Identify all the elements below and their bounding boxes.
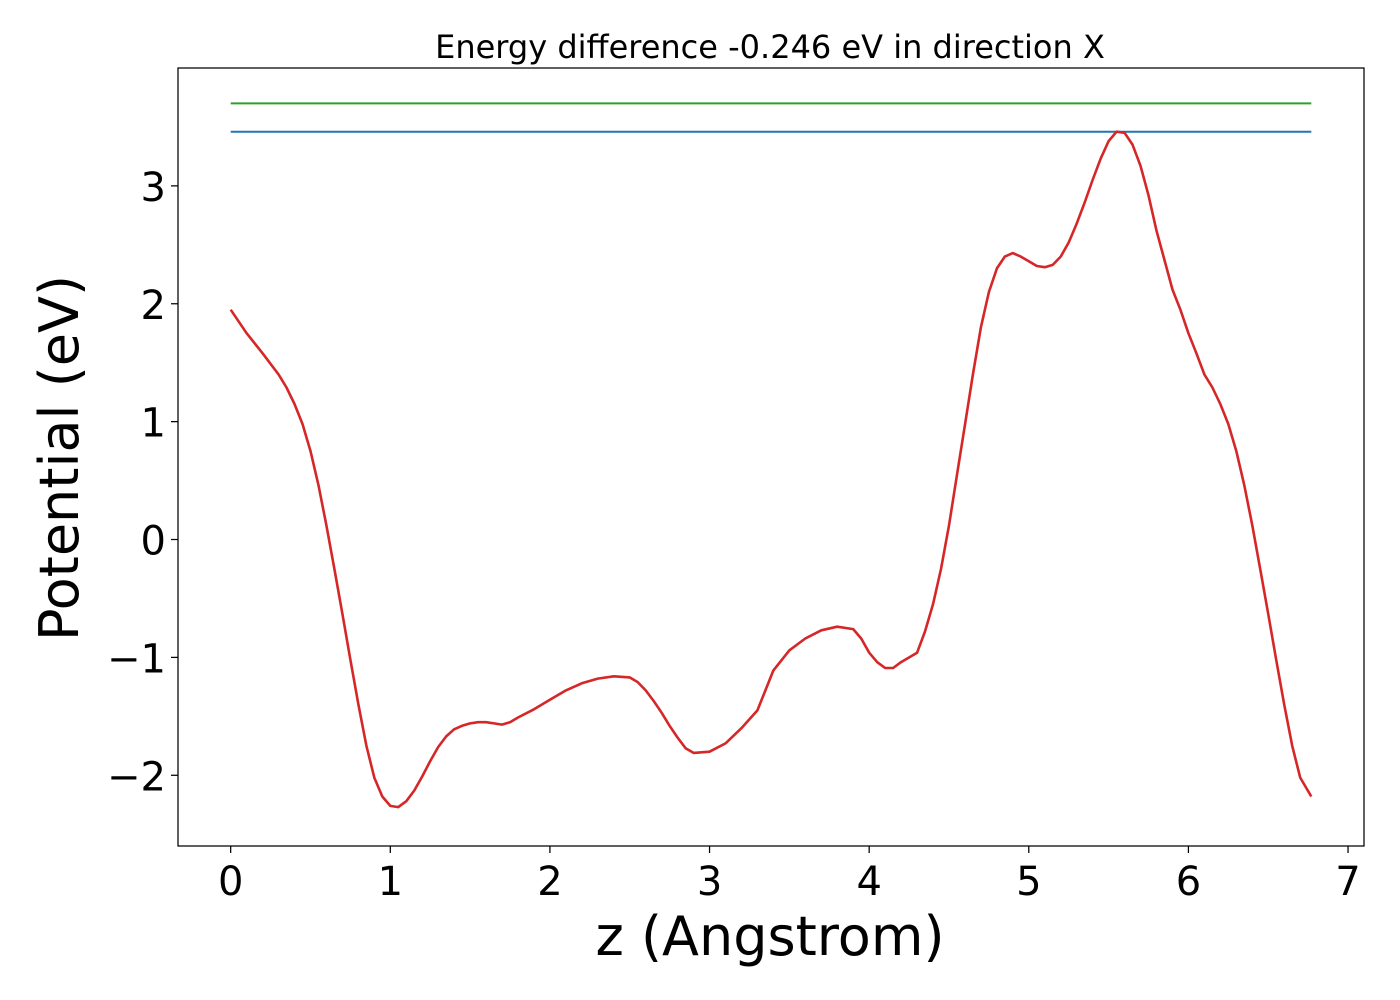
y-tick-label: 2: [141, 283, 166, 329]
x-tick-label: 7: [1335, 859, 1360, 905]
chart-title: Energy difference -0.246 eV in direction…: [435, 28, 1105, 66]
x-axis-label: z (Angstrom): [595, 905, 944, 968]
x-axis: 0 1 2 3 4 5 6 7: [218, 846, 1361, 905]
plot-frame: [177, 67, 1365, 847]
x-tick-label: 2: [537, 859, 562, 905]
y-tick-label: −2: [107, 754, 166, 800]
y-axis-label: Potential (eV): [28, 275, 91, 641]
series-line-3: [229, 130, 1313, 809]
x-tick-label: 5: [1016, 859, 1041, 905]
x-tick-label: 3: [697, 859, 722, 905]
y-tick-label: −1: [107, 636, 166, 682]
y-tick-label: 0: [141, 519, 166, 565]
x-tick-label: 1: [378, 859, 403, 905]
y-tick-label: 3: [141, 165, 166, 211]
y-axis: −2 −1 0 1 2 3: [107, 165, 178, 800]
series-layer: [229, 102, 1313, 809]
x-tick-label: 6: [1176, 859, 1201, 905]
y-tick-label: 1: [141, 401, 166, 447]
x-tick-label: 4: [856, 859, 881, 905]
x-tick-label: 0: [218, 859, 243, 905]
